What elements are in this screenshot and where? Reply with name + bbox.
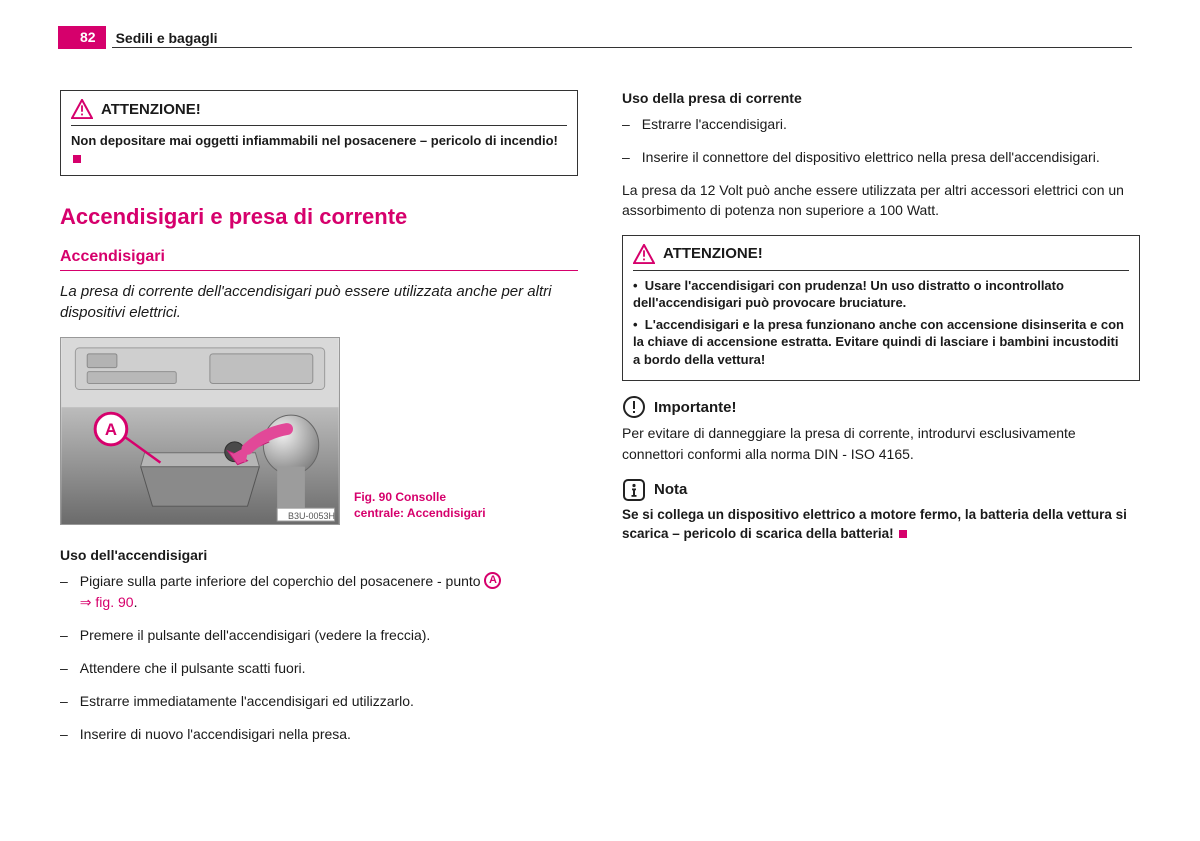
warning-body: Non depositare mai oggetti infiammabili … bbox=[71, 132, 567, 167]
figure-code: B3U-0053H bbox=[288, 511, 335, 521]
info-square-icon bbox=[622, 478, 646, 502]
important-circle-icon bbox=[622, 395, 646, 419]
list-item: –Inserire di nuovo l'accendisigari nella… bbox=[60, 724, 578, 745]
subsection-heading: Accendisigari bbox=[60, 248, 578, 271]
list-item: –Estrarre immediatamente l'accendisigari… bbox=[60, 691, 578, 712]
warning-triangle-icon bbox=[633, 244, 655, 264]
nota-heading: Nota bbox=[622, 478, 1140, 502]
use-socket-title: Uso della presa di corrente bbox=[622, 90, 1140, 106]
section-heading: Accendisigari e presa di corrente bbox=[60, 204, 578, 230]
important-body: Per evitare di danneggiare la presa di c… bbox=[622, 423, 1140, 464]
list-item: –Attendere che il pulsante scatti fuori. bbox=[60, 658, 578, 679]
list-item: –Premere il pulsante dell'accendisigari … bbox=[60, 625, 578, 646]
callout-circle-a: A bbox=[484, 572, 501, 589]
nota-title: Nota bbox=[654, 481, 687, 498]
important-heading: Importante! bbox=[622, 395, 1140, 419]
header-divider bbox=[112, 47, 1132, 48]
socket-paragraph: La presa da 12 Volt può anche essere uti… bbox=[622, 180, 1140, 221]
list-item: –Estrarre l'accendisigari. bbox=[622, 114, 1140, 135]
end-marker-icon bbox=[73, 155, 81, 163]
svg-text:A: A bbox=[105, 420, 117, 439]
warning-triangle-icon bbox=[71, 99, 93, 119]
page-header: 82 Sedili e bagagli bbox=[58, 26, 218, 49]
warning-box-2: ATTENZIONE! • Usare l'accendisigari con … bbox=[622, 235, 1140, 382]
warning-body: • Usare l'accendisigari con prudenza! Un… bbox=[633, 277, 1129, 369]
intro-text: La presa di corrente dell'accendisigari … bbox=[60, 281, 578, 323]
figure-caption: Fig. 90 Consolle centrale: Accendisigari bbox=[354, 489, 486, 525]
warning-box-1: ATTENZIONE! Non depositare mai oggetti i… bbox=[60, 90, 578, 176]
nota-body: Se si collega un dispositivo elettrico a… bbox=[622, 506, 1140, 544]
figure-row: A B3U-0053H Fig. 90 Consolle centrale: A… bbox=[60, 337, 578, 525]
page-section-title: Sedili e bagagli bbox=[116, 30, 218, 46]
list-item: –Inserire il connettore del dispositivo … bbox=[622, 147, 1140, 168]
important-title: Importante! bbox=[654, 399, 737, 416]
right-column: Uso della presa di corrente –Estrarre l'… bbox=[622, 90, 1140, 757]
figure-link[interactable]: ⇒ fig. 90 bbox=[80, 594, 134, 610]
warning-title: ATTENZIONE! bbox=[101, 101, 201, 118]
page-number: 82 bbox=[58, 26, 106, 49]
left-column: ATTENZIONE! Non depositare mai oggetti i… bbox=[60, 90, 578, 757]
warning-title: ATTENZIONE! bbox=[663, 245, 763, 262]
socket-steps-list: –Estrarre l'accendisigari. –Inserire il … bbox=[622, 114, 1140, 168]
use-lighter-title: Uso dell'accendisigari bbox=[60, 547, 578, 563]
center-console-icon: A bbox=[61, 338, 339, 524]
end-marker-icon bbox=[899, 530, 907, 538]
list-item: – Pigiare sulla parte inferiore del cope… bbox=[60, 571, 578, 613]
lighter-steps-list: – Pigiare sulla parte inferiore del cope… bbox=[60, 571, 578, 745]
step-text: Pigiare sulla parte inferiore del coperc… bbox=[80, 573, 485, 589]
figure-image: A B3U-0053H bbox=[60, 337, 340, 525]
